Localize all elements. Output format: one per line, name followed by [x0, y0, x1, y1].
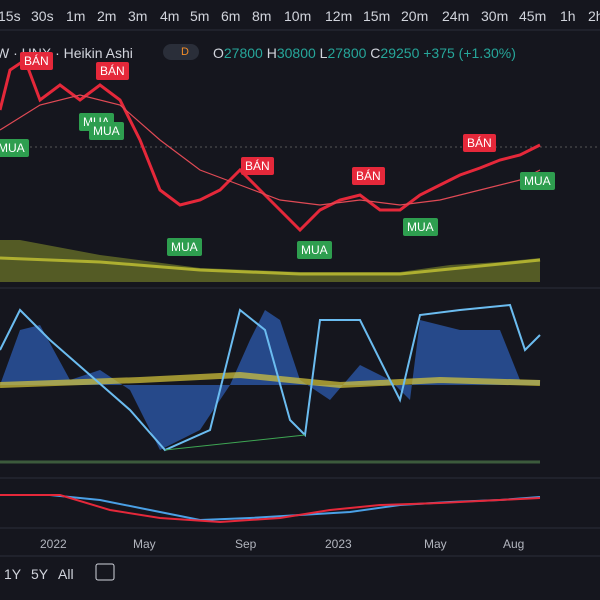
ohlc-value: 27800 — [327, 45, 367, 61]
ohlc-label: O — [213, 45, 224, 61]
ohlc-value: 30800 — [276, 45, 316, 61]
timeframe[interactable]: 10m — [284, 8, 312, 24]
macd-signal — [0, 494, 541, 524]
timeframe[interactable]: 1h — [560, 8, 576, 24]
ohlc-value: 29250 — [380, 45, 420, 61]
sell-signal: BÁN — [352, 167, 385, 185]
ohlc-label: H — [266, 45, 277, 61]
timeframe[interactable]: 30m — [481, 8, 509, 24]
divergence — [164, 434, 306, 451]
timeframe[interactable]: 30s — [31, 8, 54, 24]
ohlc-label: L — [319, 45, 328, 61]
range-button[interactable]: 5Y — [31, 566, 49, 582]
timeframe[interactable]: 6m — [221, 8, 241, 24]
x-axis-label: 2022 — [40, 537, 67, 551]
price-candles — [0, 57, 541, 233]
timeframe[interactable]: 24m — [442, 8, 470, 24]
timeframe[interactable]: 8m — [252, 8, 272, 24]
ohlc-label: C — [370, 45, 381, 61]
timeframe[interactable]: 5m — [190, 8, 210, 24]
oscillator-line — [0, 303, 541, 452]
buy-signal: MUA — [89, 122, 124, 140]
ohlc: O27800 H30800 L27800 C29250 +375 (+1.30%… — [213, 45, 516, 61]
sell-signal: BÁN — [463, 134, 496, 152]
timeframe[interactable]: 3m — [128, 8, 148, 24]
timeframe[interactable]: 12m — [325, 8, 353, 24]
buy-signal: MUA — [297, 241, 332, 259]
timeframe[interactable]: 15s — [0, 8, 21, 24]
x-axis-label: Aug — [503, 537, 525, 551]
buy-signal: MUA — [520, 172, 555, 190]
sell-signal: BÁN — [96, 62, 129, 80]
compare-icon[interactable] — [95, 563, 115, 581]
buy-signal: MUA — [403, 218, 438, 236]
sell-signal: BÁN — [241, 157, 274, 175]
timeframe[interactable]: 2m — [97, 8, 117, 24]
moving-average — [0, 94, 541, 206]
timeframe[interactable]: 20m — [401, 8, 429, 24]
timeframe[interactable]: 2h — [588, 8, 600, 24]
timeframe[interactable]: 1m — [66, 8, 86, 24]
timeframe[interactable]: 4m — [160, 8, 180, 24]
range-button[interactable]: 1Y — [4, 566, 22, 582]
x-axis-label: Sep — [235, 537, 257, 551]
timeframe[interactable]: 15m — [363, 8, 391, 24]
volume-bars — [0, 240, 540, 282]
macd-line — [0, 494, 541, 522]
change: +375 (+1.30%) — [423, 45, 516, 61]
x-axis-label: 2023 — [325, 537, 352, 551]
ohlc-value: 27800 — [223, 45, 263, 61]
timeframe[interactable]: 45m — [519, 8, 547, 24]
buy-signal: MUA — [167, 238, 202, 256]
zero-band — [0, 371, 541, 389]
badge: D — [181, 46, 189, 58]
buy-signal: MUA — [0, 139, 29, 157]
x-axis-label: May — [424, 537, 447, 551]
x-axis-label: May — [133, 537, 156, 551]
sell-signal: BÁN — [20, 52, 53, 70]
badge-bg — [163, 44, 199, 60]
range-button[interactable]: All — [58, 566, 74, 582]
